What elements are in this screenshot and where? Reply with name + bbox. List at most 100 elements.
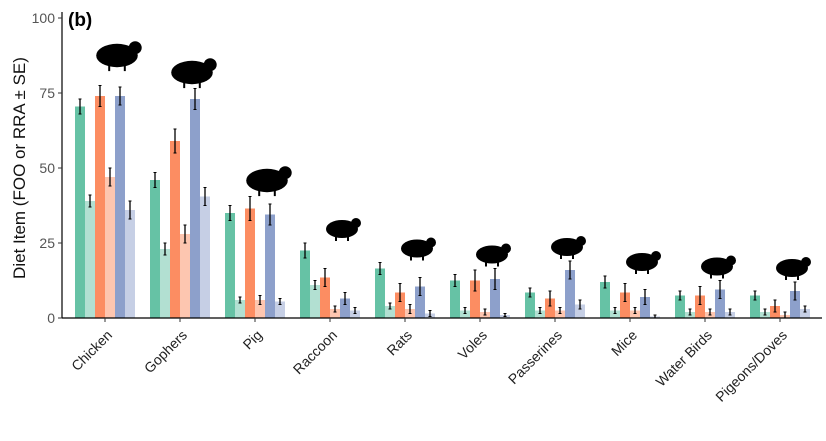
bar <box>105 177 115 318</box>
bar <box>170 141 180 318</box>
silhouette-body <box>626 253 658 271</box>
vole-icon <box>476 243 511 267</box>
bars <box>75 85 810 319</box>
y-tick-label: 100 <box>32 10 56 26</box>
icons <box>96 41 811 280</box>
silhouette-head <box>651 251 661 261</box>
bar <box>375 268 385 318</box>
bar <box>675 295 685 318</box>
y-tick-label: 75 <box>39 85 55 101</box>
bar <box>575 304 585 318</box>
bar <box>555 310 565 318</box>
silhouette-body <box>551 238 583 256</box>
bar <box>180 234 190 318</box>
y-axis: 0 25 50 75 100 <box>32 10 63 326</box>
bar <box>535 310 545 318</box>
bar <box>715 289 725 318</box>
x-tick-label: Pigeons/Doves <box>712 327 790 405</box>
bar <box>620 292 630 318</box>
bar <box>610 310 620 318</box>
x-tick-label: Raccoon <box>290 327 340 377</box>
bar <box>460 310 470 318</box>
bar <box>235 300 245 318</box>
bar <box>545 298 555 318</box>
x-tick-label: Mice <box>608 327 640 359</box>
panel-label: (b) <box>68 10 92 31</box>
silhouette-head <box>501 243 511 254</box>
bar <box>750 295 760 318</box>
silhouette-head <box>203 58 217 72</box>
mouse-icon <box>626 251 661 274</box>
x-tick-label: Chicken <box>68 327 115 374</box>
bar <box>790 291 800 318</box>
silhouette-head <box>726 255 736 266</box>
bar <box>450 280 460 318</box>
bar <box>85 201 95 318</box>
x-tick-label: Passerines <box>505 327 565 387</box>
bar <box>300 250 310 318</box>
bar <box>225 213 235 318</box>
bar <box>190 99 200 318</box>
bar <box>695 295 705 318</box>
silhouette-body <box>776 259 808 277</box>
silhouette-body <box>171 60 213 85</box>
silhouette-body <box>476 245 508 264</box>
y-tick-label: 25 <box>39 235 55 251</box>
bar <box>640 297 650 318</box>
x-tick-label: Voles <box>455 327 491 363</box>
x-tick-label: Rats <box>383 327 415 359</box>
y-tick-label: 0 <box>47 310 55 326</box>
raccoon-icon <box>326 218 361 241</box>
gopher-icon <box>171 58 217 89</box>
bar <box>565 270 575 318</box>
silhouette-body <box>701 257 733 276</box>
passerine-icon <box>551 236 586 259</box>
x-tick-label: Water Birds <box>652 327 715 390</box>
bar <box>340 298 350 318</box>
bar <box>490 279 500 318</box>
bar <box>395 292 405 318</box>
bar <box>255 300 265 318</box>
bar <box>200 196 210 318</box>
silhouette-body <box>96 43 138 68</box>
bar <box>150 180 160 318</box>
bar <box>330 309 340 318</box>
pig-icon <box>246 166 292 197</box>
rooster-icon <box>96 41 142 72</box>
bar <box>600 282 610 318</box>
x-tick-label: Pig <box>239 327 265 353</box>
bar <box>350 310 360 318</box>
bar <box>800 309 810 318</box>
bar <box>275 301 285 318</box>
bar <box>75 106 85 318</box>
silhouette-head <box>278 166 292 180</box>
y-tick-label: 50 <box>39 160 55 176</box>
silhouette-body <box>246 168 288 193</box>
silhouette-head <box>801 257 811 267</box>
bar <box>115 96 125 318</box>
bar <box>415 286 425 318</box>
x-tick-label: Gophers <box>141 327 190 376</box>
bar <box>630 310 640 318</box>
pigeon-icon <box>776 257 811 280</box>
silhouette-head <box>351 218 361 228</box>
bar <box>525 292 535 318</box>
x-axis: Chicken Gophers Pig Raccoon Rats Voles Passeri… <box>62 317 822 405</box>
silhouette-head <box>128 41 142 55</box>
bar <box>245 208 255 318</box>
bar <box>470 280 480 318</box>
bar <box>125 210 135 318</box>
silhouette-head <box>576 236 586 246</box>
silhouette-body <box>401 239 433 258</box>
bar <box>160 249 170 318</box>
bar <box>320 277 330 318</box>
silhouette-body <box>326 220 358 238</box>
duck-icon <box>701 255 736 279</box>
bar <box>95 96 105 318</box>
rat-icon <box>401 237 436 261</box>
bar <box>385 306 395 318</box>
bar <box>310 285 320 318</box>
silhouette-head <box>426 237 436 248</box>
y-axis-label: Diet Item (FOO or RRA ± SE) <box>10 57 29 279</box>
bar <box>265 214 275 318</box>
